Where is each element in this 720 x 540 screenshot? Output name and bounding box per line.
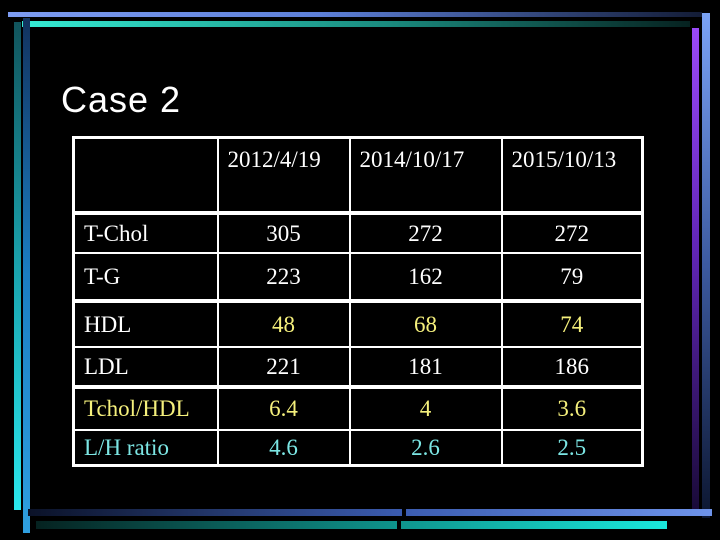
right-blue-accent-bar	[702, 13, 710, 518]
cell-value: 48	[216, 299, 351, 348]
header-cell-date-2: 2014/10/17	[348, 136, 503, 215]
right-purple-accent-bar	[692, 28, 699, 510]
row-label: Tchol/HDL	[72, 385, 219, 431]
table-row: LDL 221 181 186	[72, 346, 644, 388]
cell-value: 181	[348, 346, 503, 388]
cell-value: 4.6	[216, 429, 351, 467]
header-cell-date-1: 2012/4/19	[216, 136, 351, 215]
table-row: T-G 223 162 79	[72, 252, 644, 302]
table-header-row: 2012/4/19 2014/10/17 2015/10/13	[72, 136, 644, 215]
row-label: LDL	[72, 346, 219, 388]
left-teal-accent-bar	[14, 22, 21, 510]
top-blue-accent-bar	[8, 12, 702, 17]
bottom-cyan-accent-bar	[36, 521, 667, 529]
cell-value: 221	[216, 346, 351, 388]
cell-value: 162	[348, 252, 503, 302]
header-cell-date-3: 2015/10/13	[500, 136, 644, 215]
header-cell-blank	[72, 136, 219, 215]
row-label: T-G	[72, 252, 219, 302]
bottom-cyan-bar-notch	[397, 519, 401, 531]
top-cyan-accent-bar	[22, 21, 690, 27]
cell-value: 272	[500, 212, 644, 254]
cell-value: 272	[348, 212, 503, 254]
row-label: T-Chol	[72, 212, 219, 254]
row-label: L/H ratio	[72, 429, 219, 467]
cell-value: 223	[216, 252, 351, 302]
table-row: HDL 48 68 74	[72, 299, 644, 348]
cell-value: 4	[348, 385, 503, 431]
cell-value: 68	[348, 299, 503, 348]
cell-value: 74	[500, 299, 644, 348]
row-label: HDL	[72, 299, 219, 348]
table-row: Tchol/HDL 6.4 4 3.6	[72, 385, 644, 431]
cell-value: 186	[500, 346, 644, 388]
left-blue-accent-bar	[23, 18, 30, 533]
cell-value: 3.6	[500, 385, 644, 431]
lab-results-table: 2012/4/19 2014/10/17 2015/10/13 T-Chol 30…	[72, 136, 644, 467]
bottom-blue-bar-notch	[402, 507, 406, 518]
cell-value: 305	[216, 212, 351, 254]
slide-title: Case 2	[61, 79, 182, 120]
cell-value: 79	[500, 252, 644, 302]
bottom-blue-accent-bar	[28, 509, 712, 516]
cell-value: 2.6	[348, 429, 503, 467]
cell-value: 6.4	[216, 385, 351, 431]
table-row: L/H ratio 4.6 2.6 2.5	[72, 429, 644, 467]
cell-value: 2.5	[500, 429, 644, 467]
table-row: T-Chol 305 272 272	[72, 212, 644, 254]
